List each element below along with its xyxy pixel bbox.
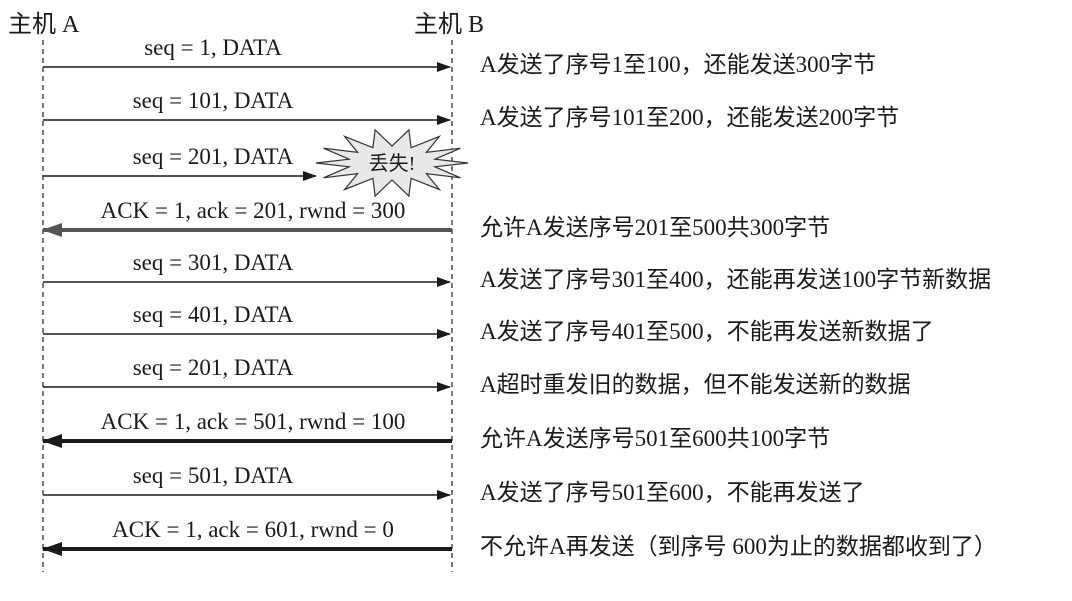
message-note: A发送了序号301至400，还能再发送100字节新数据 (480, 267, 991, 292)
message-label: seq = 301, DATA (133, 250, 294, 275)
message-label: seq = 201, DATA (133, 355, 294, 380)
host-a-label: 主机 A (8, 11, 80, 38)
loss-label: 丢失! (369, 152, 416, 175)
message-note: A发送了序号501至600，不能再发送了 (480, 480, 865, 505)
message-note: A超时重发旧的数据，但不能发送新的数据 (480, 372, 911, 397)
message-note: A发送了序号1至100，还能发送300字节 (480, 52, 876, 77)
message-label: ACK = 1, ack = 501, rwnd = 100 (101, 409, 406, 434)
message-label: seq = 201, DATA (133, 144, 294, 169)
host-b-label: 主机 B (414, 11, 484, 38)
message-label: ACK = 1, ack = 601, rwnd = 0 (112, 517, 394, 542)
message-note: A发送了序号101至200，还能发送200字节 (480, 105, 899, 130)
message-label: seq = 1, DATA (144, 35, 282, 60)
message-note: A发送了序号401至500，不能再发送新数据了 (480, 319, 934, 344)
message-label: seq = 401, DATA (133, 302, 294, 327)
message-label: ACK = 1, ack = 201, rwnd = 300 (101, 198, 406, 223)
message-list: seq = 1, DATA A发送了序号1至100，还能发送300字节 seq = … (42, 35, 997, 559)
message-label: seq = 101, DATA (133, 88, 294, 113)
message-label: seq = 501, DATA (133, 463, 294, 488)
message-note: 允许A发送序号201至500共300字节 (480, 215, 830, 240)
message-note: 允许A发送序号501至600共100字节 (480, 426, 830, 451)
loss-burst-icon (315, 128, 469, 198)
message-note: 不允许A再发送（到序号 600为止的数据都收到了） (480, 534, 997, 559)
